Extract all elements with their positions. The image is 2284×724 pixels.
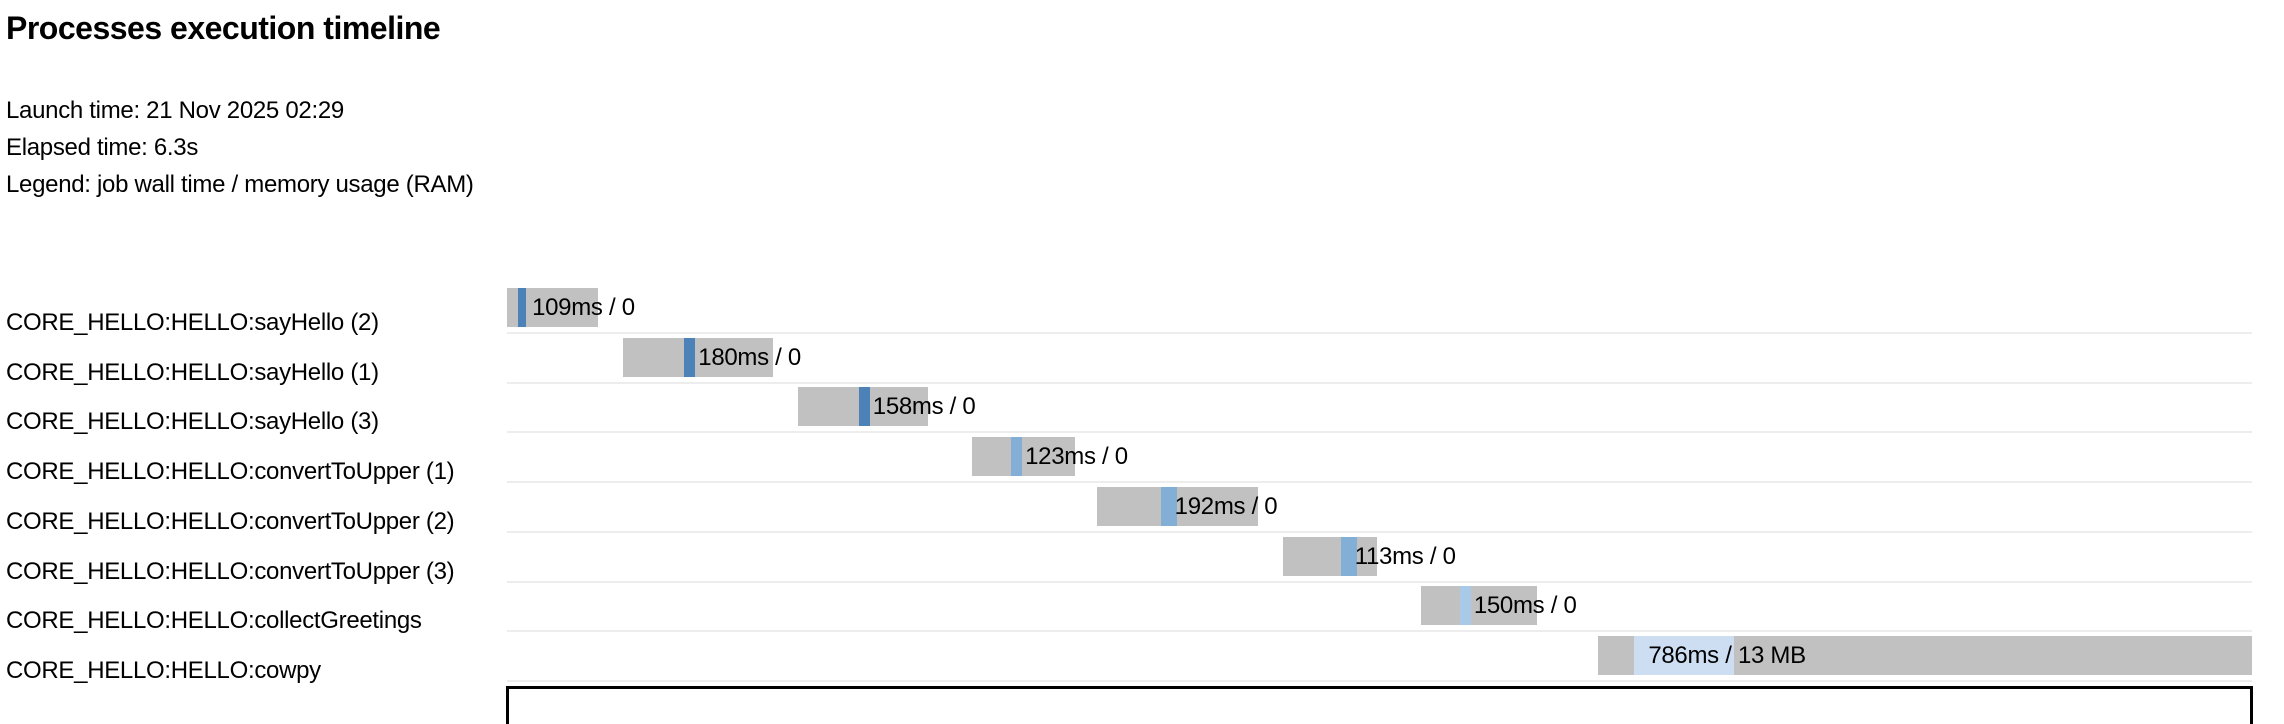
elapsed-time-line: Elapsed time: 6.3s (6, 134, 199, 161)
row-separator (507, 580, 2252, 583)
task-bar (1096, 486, 1258, 526)
task-duration-label: 150ms / 0 (1473, 592, 1577, 620)
task-bar (1421, 586, 1538, 626)
task-bar (507, 288, 599, 327)
task-run-strip (1160, 486, 1178, 526)
task-duration-label: 123ms / 0 (1025, 443, 1128, 471)
task-bar (797, 387, 928, 427)
task-run-strip (1011, 437, 1023, 477)
process-label: CORE_HELLO:HELLO:convertToUpper (2) (6, 507, 455, 535)
task-run-strip (1340, 536, 1358, 576)
page-title: Processes execution timeline (6, 10, 441, 46)
process-label: CORE_HELLO:HELLO:sayHello (1) (6, 358, 379, 386)
task-bar (1282, 536, 1377, 576)
task-bar (623, 337, 773, 377)
task-bar (972, 437, 1075, 477)
task-duration-label: 192ms / 0 (1174, 492, 1278, 520)
row-separator (507, 530, 2252, 533)
row-separator (507, 332, 2252, 334)
task-run-strip (858, 387, 870, 427)
task-run-strip (1459, 586, 1471, 626)
task-duration-label: 180ms / 0 (698, 343, 801, 371)
row-separator (507, 630, 2252, 633)
launch-time-line: Launch time: 21 Nov 2025 02:29 (6, 97, 344, 124)
time-axis-box (506, 686, 2253, 724)
report-meta: Launch time: 21 Nov 2025 02:29 Elapsed t… (6, 92, 474, 203)
task-duration-label: 113ms / 0 (1354, 542, 1456, 570)
task-run-strip (1634, 635, 1735, 675)
task-duration-label: 786ms / 13 MB (1648, 641, 1806, 669)
row-separator (507, 679, 2252, 682)
process-label: CORE_HELLO:HELLO:sayHello (2) (6, 309, 379, 336)
task-run-strip (518, 288, 527, 327)
process-label: CORE_HELLO:HELLO:collectGreetings (6, 607, 422, 635)
legend-line: Legend: job wall time / memory usage (RA… (6, 171, 474, 198)
task-duration-label: 158ms / 0 (872, 393, 976, 421)
process-label: CORE_HELLO:HELLO:convertToUpper (3) (6, 557, 455, 585)
task-run-strip (684, 337, 696, 377)
row-separator (507, 431, 2252, 434)
row-separator (507, 481, 2252, 484)
process-label: CORE_HELLO:HELLO:sayHello (3) (6, 408, 379, 436)
row-separator (507, 381, 2252, 384)
task-bar (1598, 635, 2252, 675)
process-label: CORE_HELLO:HELLO:cowpy (6, 656, 321, 684)
process-label: CORE_HELLO:HELLO:convertToUpper (1) (6, 458, 455, 486)
task-duration-label: 109ms / 0 (532, 294, 635, 321)
